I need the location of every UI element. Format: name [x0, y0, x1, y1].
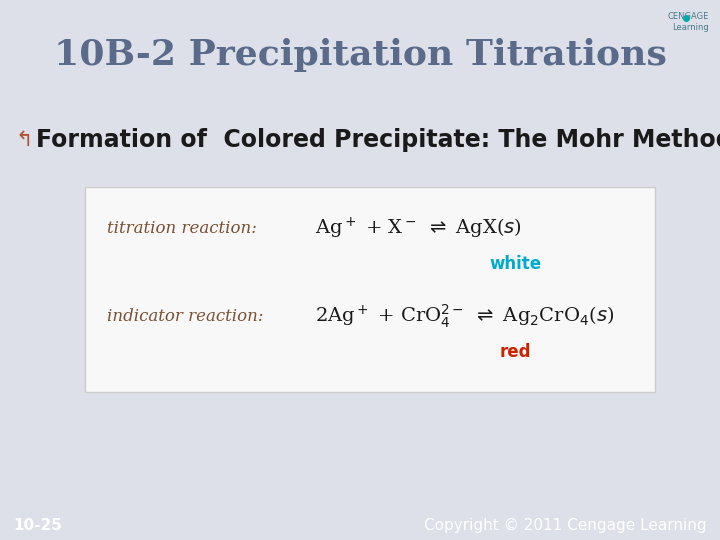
Text: titration reaction:: titration reaction: — [107, 220, 257, 237]
Text: Copyright © 2011 Cengage Learning: Copyright © 2011 Cengage Learning — [424, 518, 707, 532]
Text: CENGAGE
Learning: CENGAGE Learning — [668, 12, 709, 32]
Text: ↰: ↰ — [15, 130, 32, 150]
Text: Ag$^+$ + X$^-$ $\rightleftharpoons$ AgX($s$): Ag$^+$ + X$^-$ $\rightleftharpoons$ AgX(… — [315, 216, 522, 241]
FancyBboxPatch shape — [85, 186, 655, 392]
Text: 10B-2 Precipitation Titrations: 10B-2 Precipitation Titrations — [53, 38, 667, 72]
Text: 2Ag$^+$ + CrO$_4^{2-}$ $\rightleftharpoons$ Ag$_2$CrO$_4$($s$): 2Ag$^+$ + CrO$_4^{2-}$ $\rightleftharpoo… — [315, 303, 614, 330]
Text: red: red — [499, 342, 531, 361]
Text: indicator reaction:: indicator reaction: — [107, 308, 264, 325]
Text: Formation of  Colored Precipitate: The Mohr Method.: Formation of Colored Precipitate: The Mo… — [36, 127, 720, 152]
Text: white: white — [489, 254, 541, 273]
Text: 10-25: 10-25 — [13, 518, 62, 532]
